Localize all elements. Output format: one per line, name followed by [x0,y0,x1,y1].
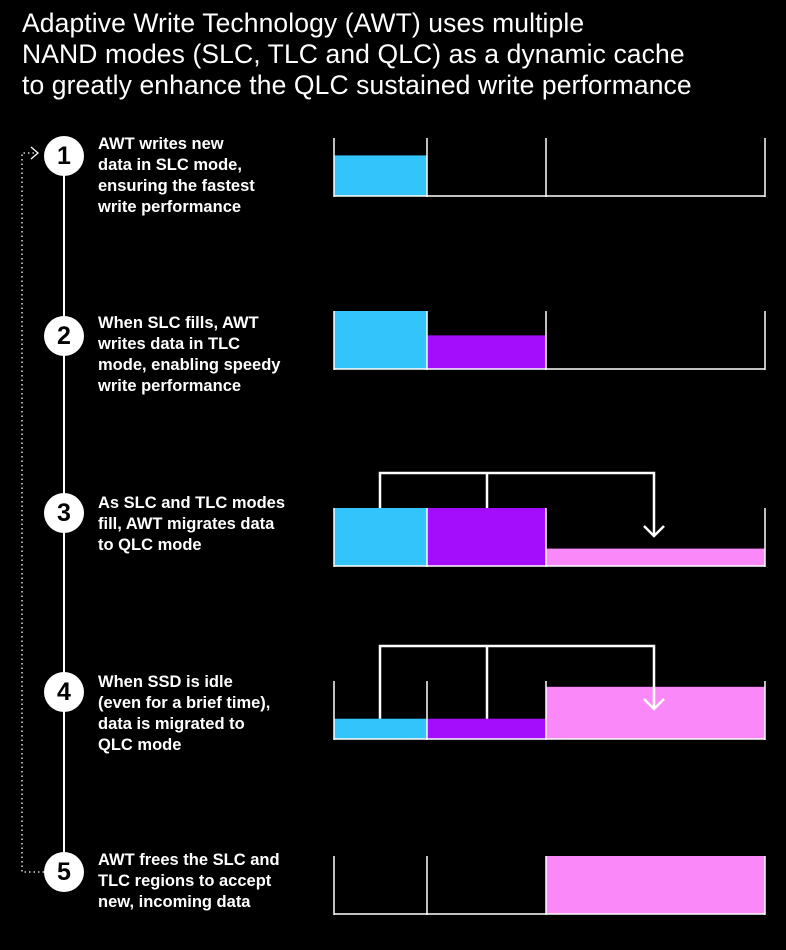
step-text-line: QLC mode [98,736,182,754]
step-text-line: When SLC fills, AWT [98,314,259,332]
page-title: Adaptive Write Technology (AWT) uses mul… [22,8,782,101]
title-line: NAND modes (SLC, TLC and QLC) as a dynam… [22,39,685,69]
tlc-fill [427,335,546,369]
step-text-line: AWT writes new [98,135,224,153]
migration-arrowhead [643,525,665,538]
step-number-badge: 4 [44,672,84,712]
step-5-description: AWT frees the SLC and TLC regions to acce… [98,850,318,913]
migration-arrow [378,471,656,536]
tlc-fill [427,508,546,566]
title-line: to greatly enhance the QLC sustained wri… [22,70,692,100]
step-1-description: AWT writes new data in SLC mode, ensuring … [98,134,318,218]
slc-fill [334,155,427,196]
step-number-badge: 2 [44,316,84,356]
step-4-description: When SSD is idle (even for a brief time),… [98,672,318,756]
loop-dotted-line [21,152,44,873]
slc-fill [334,718,427,739]
step-1-bar [333,138,766,197]
tlc-fill [427,718,546,739]
step-text-line: As SLC and TLC modes [98,494,286,512]
migration-arrowhead [643,698,665,711]
step-text-line: write performance [98,198,242,216]
step-text-line: to QLC mode [98,536,202,554]
migration-arrow [378,644,656,719]
loop-arrowhead [30,146,39,160]
storage-bars [333,138,766,915]
step-text-line: data in SLC mode, [98,156,242,174]
step-3-description: As SLC and TLC modes fill, AWT migrates d… [98,493,318,556]
step-text-line: ensuring the fastest [98,177,255,195]
step-text-line: writes data in TLC [98,335,241,353]
step-text-line: mode, enabling speedy [98,356,281,374]
qlc-fill [546,856,765,914]
title-line: Adaptive Write Technology (AWT) uses mul… [22,8,585,38]
qlc-fill [546,686,765,739]
step-text-line: fill, AWT migrates data [98,515,275,533]
step-number-badge: 1 [44,136,84,176]
slc-fill [334,508,427,566]
qlc-fill [546,548,765,566]
step-text-line: AWT frees the SLC and [98,851,280,869]
step-2-bar [333,311,766,370]
step-text-line: TLC regions to accept [98,872,272,890]
step-text-line: write performance [98,377,242,395]
step-text-line: When SSD is idle [98,673,233,691]
step-5-bar [333,856,766,915]
step-3-bar [333,471,766,567]
step-text-line: new, incoming data [98,893,251,911]
step-text-line: data is migrated to [98,715,245,733]
slc-fill [334,311,427,369]
step-number-badge: 5 [44,852,84,892]
step-text-line: (even for a brief time), [98,694,271,712]
step-number-badge: 3 [44,493,84,533]
step-2-description: When SLC fills, AWT writes data in TLC mod… [98,313,318,397]
step-4-bar [333,644,766,740]
